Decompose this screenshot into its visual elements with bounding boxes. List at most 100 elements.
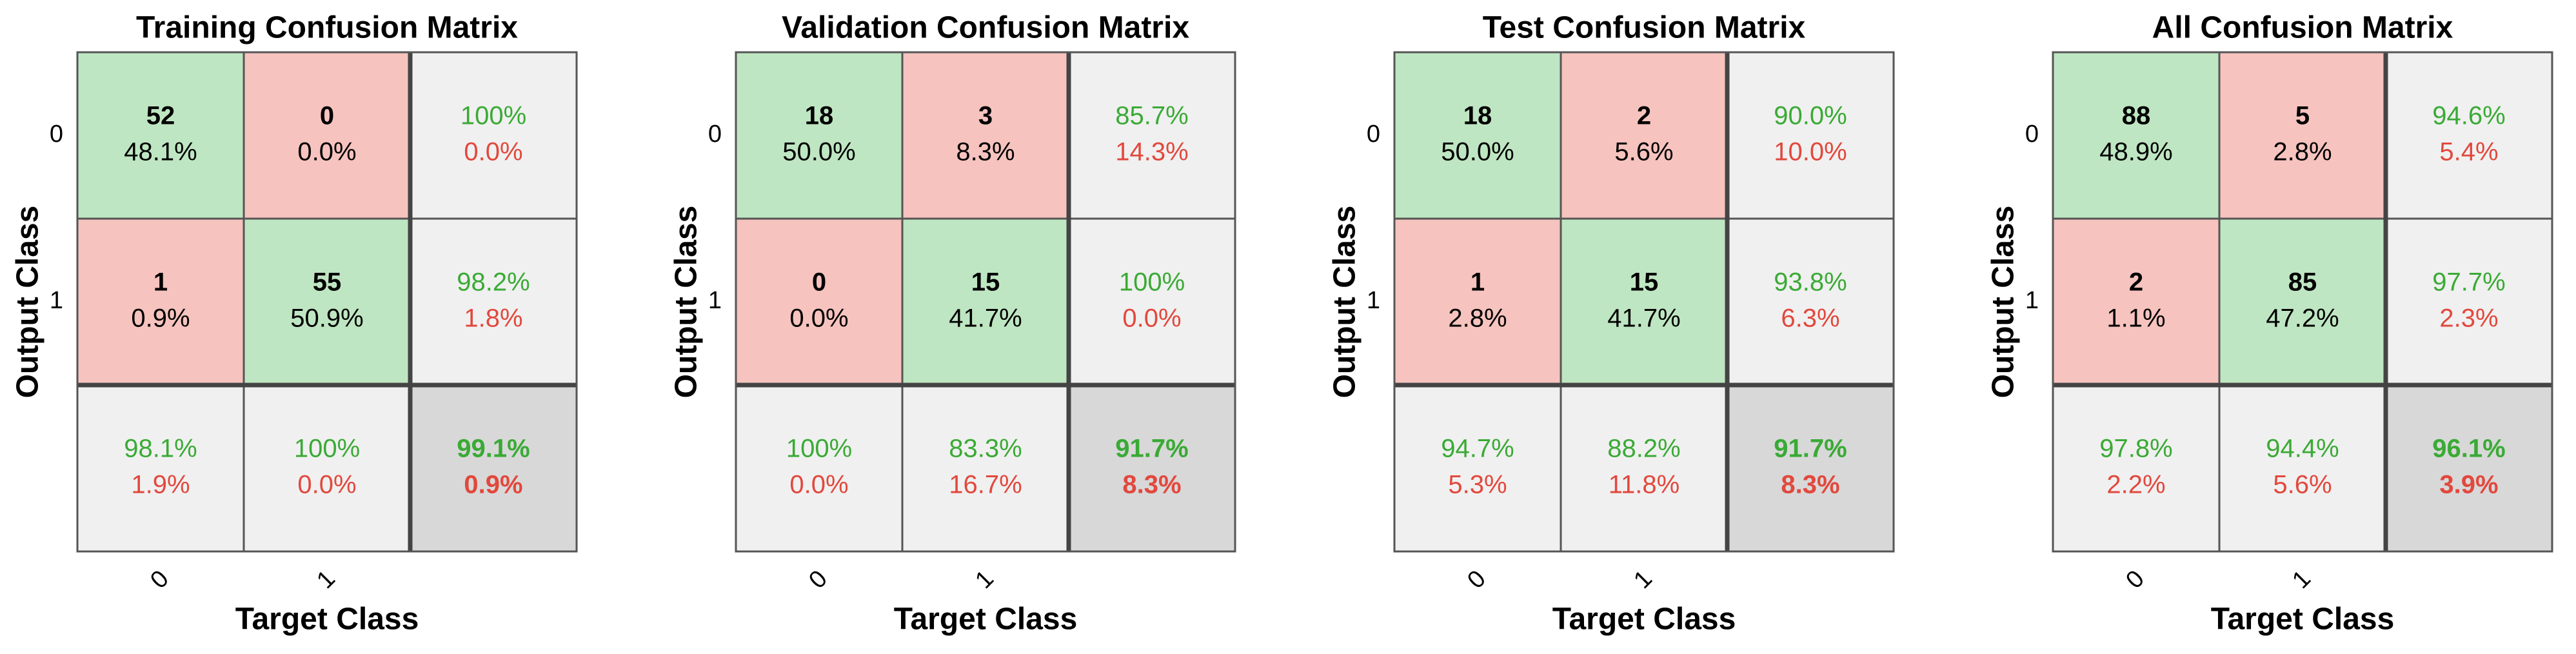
matrix-title: Test Confusion Matrix: [1483, 11, 1806, 45]
overall-cell-text: 0.9%: [464, 471, 522, 499]
row-summary-cell-text: 93.8%: [1774, 268, 1847, 297]
x-axis-label: Target Class: [2211, 602, 2395, 637]
row-summary-cell-text: 100%: [461, 102, 526, 130]
y-tick-label: 0: [1367, 121, 1380, 148]
cell-percent: 5.6%: [1614, 138, 1673, 166]
col-summary-cell-text: 100%: [294, 435, 360, 463]
row-summary-cell-text: 5.4%: [2439, 138, 2498, 166]
col-summary-cell-text: 11.8%: [1609, 471, 1679, 499]
overall-cell: [1726, 384, 1895, 553]
cell-count: 18: [1463, 102, 1492, 130]
cell-percent: 0.0%: [297, 138, 356, 166]
confusion-matrix: Training Confusion Matrix 52 48.1% 0 0.0% 1 0.…: [11, 11, 578, 637]
x-axis-label: Target Class: [1552, 602, 1736, 637]
cell-count: 85: [2288, 268, 2317, 297]
y-axis-label: Output Class: [1986, 206, 2021, 399]
matrix-border: [2052, 51, 2553, 553]
matrix-cell: [243, 217, 411, 386]
cell-count: 88: [2122, 102, 2151, 130]
matrix-title: Training Confusion Matrix: [136, 11, 518, 45]
matrix-cell: [76, 217, 245, 386]
y-tick-label: 0: [50, 121, 63, 148]
row-summary-cell-text: 98.2%: [457, 268, 530, 297]
row-summary-cell-text: 85.7%: [1115, 102, 1188, 130]
col-summary-cell: [1393, 384, 1562, 553]
row-summary-cell: [409, 217, 578, 386]
cell-percent: 0.9%: [131, 304, 190, 333]
confusion-matrix: Test Confusion Matrix1850.0%25.6%12.8%15…: [1328, 11, 1895, 637]
overall-cell-text: 91.7%: [1115, 435, 1188, 463]
overall-cell: [409, 384, 578, 553]
matrix-border: [735, 51, 1236, 553]
cell-count: 2: [1637, 102, 1651, 130]
matrix-cell: [2052, 51, 2221, 220]
col-summary-cell: [1560, 384, 1729, 553]
matrix-cell: [2218, 217, 2387, 386]
col-summary-cell-text: 94.7%: [1441, 435, 1514, 463]
row-summary-cell-text: 90.0%: [1774, 102, 1847, 130]
x-tick-label: 0: [145, 565, 174, 594]
cell-count: 15: [1630, 268, 1659, 297]
matrix-border: [76, 51, 578, 553]
col-summary-cell-text: 5.3%: [1448, 471, 1507, 499]
cell-percent: 48.1%: [124, 138, 197, 166]
matrix-cell: [2052, 217, 2221, 386]
row-summary-cell-text: 94.6%: [2432, 102, 2505, 130]
matrix-cell: [901, 217, 1070, 386]
x-axis-label: Target Class: [235, 602, 419, 637]
cell-count: 52: [146, 102, 175, 130]
col-summary-cell-text: 1.9%: [131, 471, 190, 499]
matrix-cell: [735, 217, 904, 386]
confusion-matrix: Validation Confusion Matrix 18 50.0% 3 8.3% 0…: [669, 11, 1236, 637]
matrix-title: Validation Confusion Matrix: [782, 11, 1189, 45]
cell-count: 1: [1471, 268, 1485, 297]
row-summary-cell: [1067, 51, 1236, 220]
cell-count: 15: [971, 268, 1000, 297]
y-axis-label: Output Class: [11, 206, 45, 399]
col-summary-cell: [2218, 384, 2387, 553]
x-tick-label: 1: [312, 565, 341, 594]
matrix-cell: [1393, 51, 1562, 220]
row-summary-cell-text: 0.0%: [464, 138, 522, 166]
cell-percent: 8.3%: [956, 138, 1015, 166]
row-summary-cell-text: 14.3%: [1115, 138, 1188, 166]
y-tick-label: 1: [2025, 287, 2039, 314]
matrix-cell: [735, 51, 904, 220]
cell-count: 5: [2295, 102, 2310, 130]
x-tick-label: 0: [1462, 565, 1491, 594]
overall-cell-text: 99.1%: [457, 435, 530, 463]
col-summary-cell: [2052, 384, 2221, 553]
col-summary-cell-text: 97.8%: [2099, 435, 2172, 463]
cell-percent: 41.7%: [1607, 304, 1680, 333]
col-summary-cell-text: 83.3%: [949, 435, 1022, 463]
matrix-cell: [76, 51, 245, 220]
cell-count: 1: [154, 268, 168, 297]
cell-count: 2: [2129, 268, 2143, 297]
row-summary-cell-text: 6.3%: [1781, 304, 1839, 333]
overall-cell: [2384, 384, 2553, 553]
col-summary-cell-text: 2.2%: [2106, 471, 2165, 499]
cell-percent: 47.2%: [2266, 304, 2339, 333]
cell-percent: 50.0%: [1441, 138, 1514, 166]
cell-percent: 50.9%: [290, 304, 363, 333]
cell-count: 0: [320, 102, 334, 130]
matrix-cell: [1560, 217, 1729, 386]
cell-count: 3: [978, 102, 993, 130]
cell-percent: 50.0%: [782, 138, 855, 166]
x-tick-label: 0: [804, 565, 833, 594]
x-tick-label: 1: [1629, 565, 1658, 594]
overall-cell-text: 8.3%: [1122, 471, 1181, 499]
y-tick-label: 1: [50, 287, 63, 314]
x-axis-label: Target Class: [894, 602, 1078, 637]
row-summary-cell: [1726, 217, 1895, 386]
row-summary-cell-text: 100%: [1119, 268, 1185, 297]
row-summary-cell-text: 2.3%: [2439, 304, 2498, 333]
x-tick-label: 1: [2287, 565, 2316, 594]
col-summary-cell-text: 88.2%: [1607, 435, 1680, 463]
overall-cell-text: 3.9%: [2439, 471, 2498, 499]
matrix-border: [1393, 51, 1895, 553]
x-tick-label: 1: [970, 565, 999, 594]
row-summary-cell-text: 97.7%: [2432, 268, 2505, 297]
col-summary-cell: [735, 384, 904, 553]
